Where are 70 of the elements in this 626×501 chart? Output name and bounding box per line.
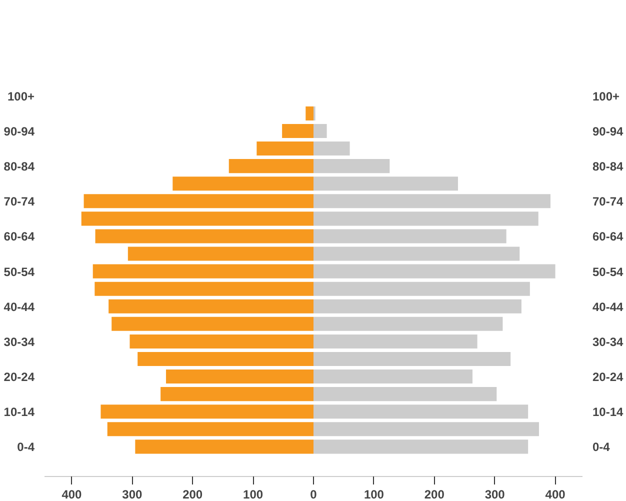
category-label: 90-94 — [592, 124, 624, 138]
y-tick-label: 40-44 — [4, 300, 35, 314]
category-label: 20-24 — [592, 370, 624, 384]
bar — [314, 299, 522, 314]
bar — [138, 352, 314, 366]
bar — [81, 212, 314, 226]
y-tick-label: 30-34 — [4, 334, 35, 349]
x-tick-label: 300 — [484, 488, 506, 501]
bar — [314, 370, 472, 384]
bar — [128, 246, 314, 261]
y-tick-label: 50-54 — [4, 264, 35, 279]
y-tick-label: 90-94 — [4, 124, 35, 138]
bar — [314, 212, 538, 226]
bar — [314, 246, 520, 261]
y-tick-label: 20-24 — [4, 370, 35, 384]
bar — [314, 334, 478, 348]
y-tick-label: 10-14 — [4, 405, 35, 420]
x-tick-label: 0 — [310, 488, 318, 501]
bar — [314, 352, 511, 366]
category-label: 0-4 — [592, 440, 610, 454]
bar — [135, 440, 314, 454]
bar — [314, 387, 497, 402]
bar — [314, 316, 503, 331]
y-tick-label: 0-4 — [17, 440, 35, 454]
bar — [314, 264, 556, 278]
bar — [256, 142, 314, 156]
x-tick-label: 200 — [424, 488, 445, 501]
category-label: 60-64 — [592, 230, 624, 244]
x-tick-label: 100 — [243, 488, 264, 501]
bar — [92, 264, 314, 278]
bar — [314, 229, 506, 244]
bar — [314, 176, 458, 191]
category-label: 30-34 — [592, 334, 624, 349]
y-tick-label: 100+ — [7, 89, 34, 104]
bar — [100, 404, 314, 419]
category-label: 70-74 — [592, 194, 624, 209]
bar — [314, 124, 327, 138]
bar — [95, 229, 314, 244]
x-tick-label: 100 — [364, 488, 384, 501]
category-label: 40-44 — [592, 300, 624, 314]
bar — [228, 159, 314, 174]
bar — [314, 440, 528, 454]
x-tick-label: 400 — [62, 488, 82, 501]
x-tick-label: 200 — [182, 488, 203, 501]
bar — [130, 334, 314, 348]
bar — [108, 299, 314, 314]
x-tick-label: 300 — [122, 488, 142, 501]
y-tick-label: 80-84 — [4, 160, 35, 174]
bar — [314, 404, 528, 419]
bar — [94, 282, 314, 296]
category-label: 50-54 — [592, 264, 624, 279]
bar — [314, 422, 539, 436]
bar — [107, 422, 314, 436]
category-label: 10-14 — [592, 405, 624, 420]
bar — [314, 159, 390, 174]
bar — [282, 124, 314, 138]
category-label: 100+ — [592, 89, 620, 104]
bar — [314, 142, 350, 156]
bar — [172, 176, 314, 191]
bar — [84, 194, 314, 208]
bar — [314, 194, 550, 208]
bar — [160, 387, 314, 402]
bar — [166, 370, 314, 384]
x-tick-label: 400 — [545, 488, 566, 501]
y-tick-label: 70-74 — [4, 194, 35, 209]
bar — [314, 282, 530, 296]
category-label: 80-84 — [592, 160, 624, 174]
bar — [112, 316, 314, 331]
y-tick-label: 60-64 — [4, 230, 35, 244]
bar — [306, 106, 314, 120]
